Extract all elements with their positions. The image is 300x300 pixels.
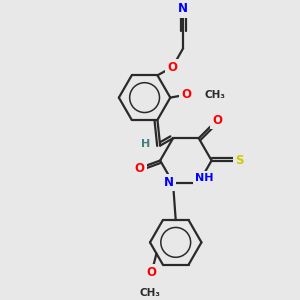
Text: O: O (182, 88, 192, 101)
Text: H: H (141, 139, 150, 149)
Text: NH: NH (195, 173, 214, 183)
Text: O: O (146, 266, 156, 279)
Text: O: O (212, 114, 222, 127)
Text: CH₃: CH₃ (204, 90, 225, 100)
Text: O: O (167, 61, 177, 74)
Text: N: N (164, 176, 174, 189)
Text: N: N (178, 2, 188, 16)
Text: CH₃: CH₃ (139, 288, 160, 298)
Text: S: S (235, 154, 244, 167)
Text: O: O (135, 162, 145, 175)
